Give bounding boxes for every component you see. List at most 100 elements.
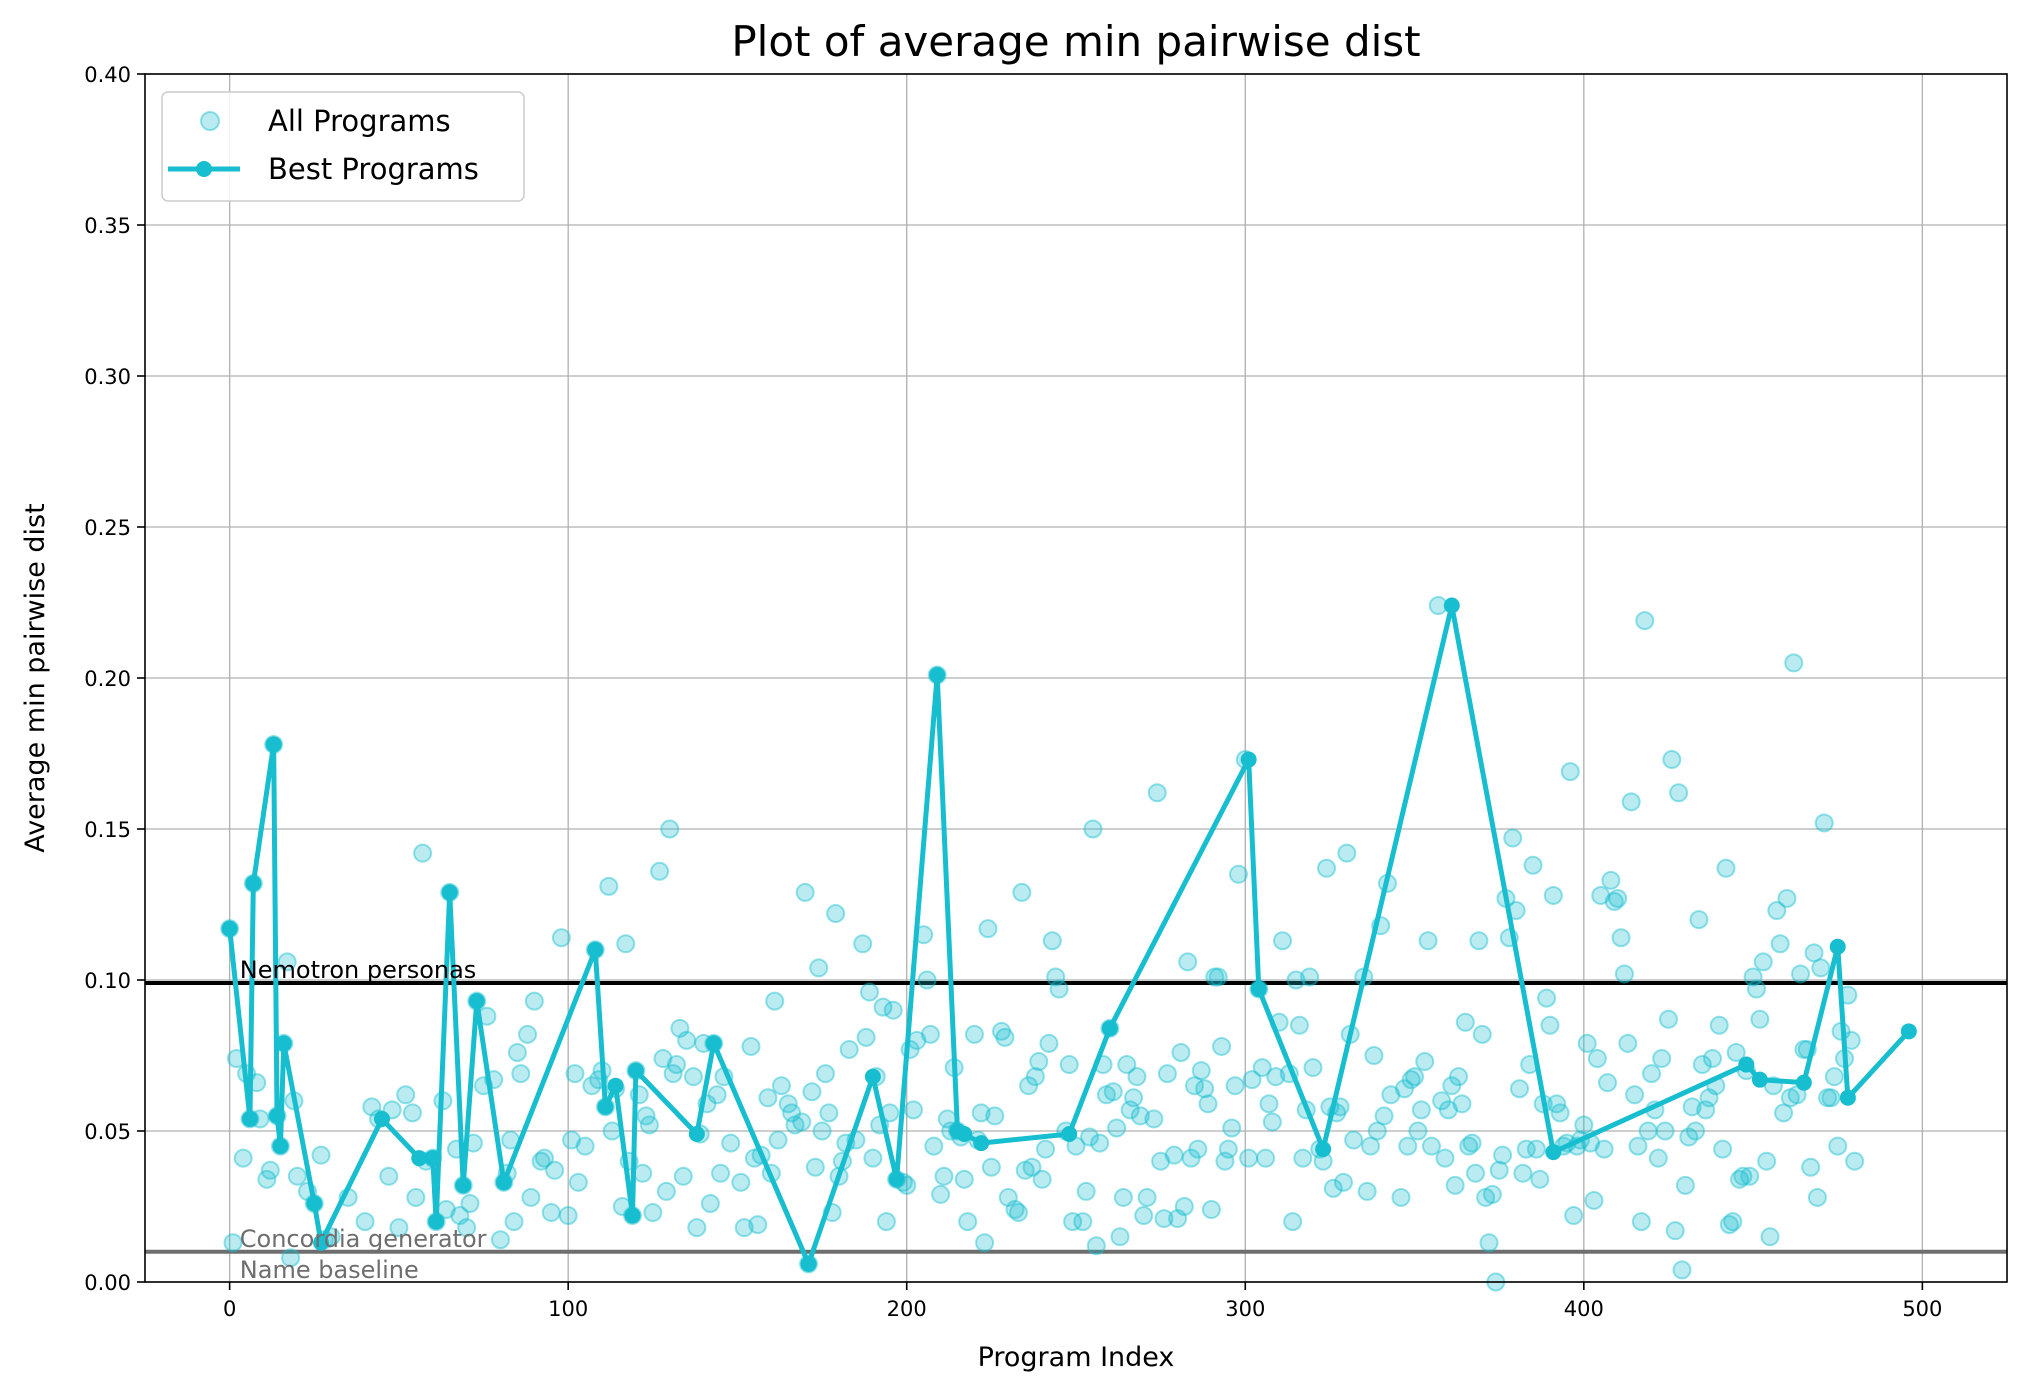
all-programs-point: [1198, 1094, 1218, 1114]
best-programs-point: [1738, 1056, 1755, 1073]
all-programs-point: [1394, 1079, 1414, 1099]
all-programs-point: [1212, 1036, 1232, 1056]
all-programs-point: [998, 1187, 1018, 1207]
all-programs-point: [1073, 1212, 1093, 1232]
legend-box: [161, 91, 525, 202]
best-programs-point: [800, 1255, 817, 1272]
all-programs-point: [1719, 1215, 1739, 1235]
axis-ticks: 0 100 200 300 400 500 0.00 0.05 0.10 0.15 0.20 0.25…: [84, 63, 1942, 1321]
all-programs-point: [1438, 1100, 1458, 1120]
all-programs-point: [311, 1145, 331, 1165]
all-programs-point: [1012, 882, 1032, 902]
all-programs-point: [1445, 1175, 1465, 1195]
all-programs-point: [1435, 1148, 1455, 1168]
all-programs-point: [1381, 1085, 1401, 1105]
all-programs-point: [1025, 1067, 1045, 1087]
best-programs-point: [973, 1135, 990, 1152]
all-programs-point: [1266, 1067, 1286, 1087]
best-programs-point: [624, 1207, 641, 1224]
all-programs-point: [1283, 1212, 1303, 1232]
all-programs-point: [558, 1206, 578, 1226]
best-programs-point: [495, 1174, 512, 1191]
all-programs-point: [1039, 1033, 1059, 1053]
all-programs-point: [1168, 1209, 1188, 1229]
y-tick-label: 0.30: [84, 365, 131, 389]
all-programs-point: [826, 904, 846, 924]
best-programs-point: [313, 1234, 330, 1251]
all-programs-point: [931, 1184, 951, 1204]
all-programs-point: [1408, 1121, 1428, 1141]
all-programs-point: [1587, 1049, 1607, 1069]
all-programs-point: [1120, 1100, 1140, 1120]
all-programs-point: [1702, 1049, 1722, 1069]
all-programs-point: [995, 1027, 1015, 1047]
all-programs-point: [1130, 1106, 1150, 1126]
all-programs-point: [1303, 1058, 1323, 1078]
all-programs-point: [1462, 1133, 1482, 1153]
all-programs-point: [1144, 1109, 1164, 1129]
all-programs-point: [1591, 885, 1611, 905]
all-programs-point: [1689, 910, 1709, 930]
all-programs-point: [1286, 970, 1306, 990]
all-programs-point: [1780, 1088, 1800, 1108]
best-programs-series: [221, 597, 1917, 1272]
all-programs-point: [1029, 1052, 1049, 1072]
all-programs-point: [978, 919, 998, 939]
all-programs-point: [1361, 1136, 1381, 1156]
all-programs-point: [1790, 964, 1810, 984]
all-programs-point: [1493, 1145, 1513, 1165]
best-programs-point: [956, 1126, 973, 1143]
all-programs-point: [1692, 1055, 1712, 1075]
all-programs-point: [782, 1103, 802, 1123]
all-programs-point: [1049, 979, 1069, 999]
all-programs-point: [1096, 1085, 1116, 1105]
all-programs-point: [958, 1212, 978, 1232]
all-programs-point: [1746, 979, 1766, 999]
all-programs-point: [1821, 1088, 1841, 1108]
all-programs-point: [1523, 855, 1543, 875]
all-programs-point: [667, 1055, 687, 1075]
all-programs-point: [1080, 1127, 1100, 1147]
all-programs-point: [541, 1203, 561, 1223]
all-programs-point: [507, 1042, 527, 1062]
all-programs-point: [1364, 1046, 1384, 1065]
y-tick-label: 0.05: [84, 1120, 131, 1144]
all-programs-point: [1642, 1064, 1662, 1084]
all-programs-point: [1154, 1209, 1174, 1229]
all-programs-point: [809, 958, 829, 978]
best-programs-point: [864, 1068, 881, 1085]
best-programs-point: [1250, 981, 1267, 998]
all-programs-point: [1110, 1227, 1130, 1247]
all-programs-point: [406, 1187, 426, 1207]
all-programs-point: [1124, 1088, 1144, 1108]
legend-all-programs-label: All Programs: [268, 104, 451, 138]
all-programs-point: [1845, 1151, 1865, 1171]
all-programs-point: [1611, 928, 1631, 948]
all-programs-point: [1543, 885, 1563, 905]
best-programs-point: [241, 1110, 258, 1127]
all-programs-point: [1059, 1055, 1079, 1075]
all-programs-point: [1723, 1212, 1743, 1232]
best-programs-point: [597, 1098, 614, 1115]
all-programs-point: [771, 1076, 791, 1096]
all-programs-point: [1147, 783, 1167, 803]
all-programs-point: [551, 928, 571, 948]
best-programs-point: [929, 666, 946, 683]
all-programs-point: [992, 1021, 1012, 1041]
all-programs-point: [1658, 1009, 1678, 1029]
all-programs-point: [673, 1166, 693, 1186]
all-programs-point: [1716, 858, 1736, 878]
all-programs-point: [1509, 1079, 1529, 1099]
all-programs-point: [778, 1094, 798, 1114]
legend-best-programs-marker: [196, 161, 212, 177]
all-programs-point: [1625, 1085, 1645, 1105]
all-programs-point: [1526, 1139, 1546, 1159]
all-programs-point: [687, 1218, 707, 1238]
all-programs-point: [683, 1067, 703, 1087]
all-programs-point: [287, 1166, 307, 1186]
all-programs-point: [785, 1115, 805, 1135]
all-programs-point: [1503, 828, 1523, 848]
all-programs-point: [1008, 1203, 1028, 1223]
all-programs-point: [920, 1024, 940, 1044]
all-programs-point: [1222, 1118, 1242, 1138]
